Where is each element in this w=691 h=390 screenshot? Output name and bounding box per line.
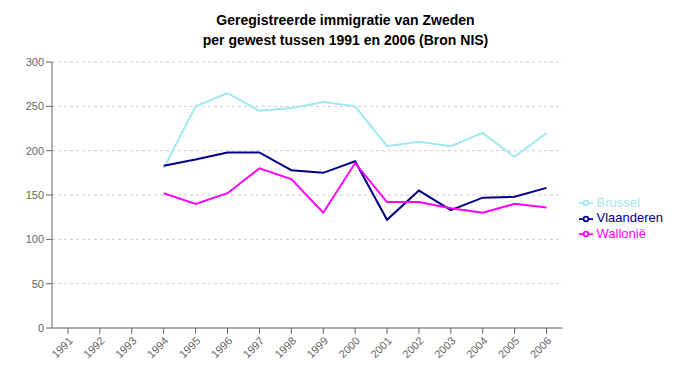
svg-text:2000: 2000 <box>336 334 362 360</box>
html-text:Geregistreerde immigratie van: Geregistreerde immigratie van Zweden <box>216 12 475 28</box>
svg-text:50: 50 <box>32 278 44 290</box>
svg-text:100: 100 <box>26 233 44 245</box>
svg-text:1991: 1991 <box>49 334 75 360</box>
html-text:per gewest tussen 1991 en 2006: per gewest tussen 1991 en 2006 (Bron NIS… <box>202 32 489 48</box>
html-text:Wallonië: Wallonië <box>596 225 646 241</box>
svg-text:1995: 1995 <box>177 334 203 360</box>
svg-text:200: 200 <box>26 145 44 157</box>
html-text:Vlaanderen: Vlaanderen <box>596 210 663 226</box>
svg-text:150: 150 <box>26 189 44 201</box>
svg-text:1994: 1994 <box>145 334 171 360</box>
svg-text:1992: 1992 <box>81 334 107 360</box>
svg-text:2004: 2004 <box>464 334 490 360</box>
svg-text:250: 250 <box>26 100 44 112</box>
html-text:Brussel: Brussel <box>596 194 640 210</box>
svg-text:2001: 2001 <box>368 334 394 360</box>
svg-text:2003: 2003 <box>432 334 458 360</box>
svg-text:1998: 1998 <box>272 334 298 360</box>
svg-text:1996: 1996 <box>209 334 235 360</box>
svg-text:1997: 1997 <box>241 334 267 360</box>
svg-text:1999: 1999 <box>304 334 330 360</box>
svg-text:1993: 1993 <box>113 334 139 360</box>
svg-text:2006: 2006 <box>528 334 554 360</box>
svg-text:2005: 2005 <box>496 334 522 360</box>
svg-text:2002: 2002 <box>400 334 426 360</box>
svg-text:0: 0 <box>38 322 44 334</box>
svg-text:300: 300 <box>26 56 44 68</box>
